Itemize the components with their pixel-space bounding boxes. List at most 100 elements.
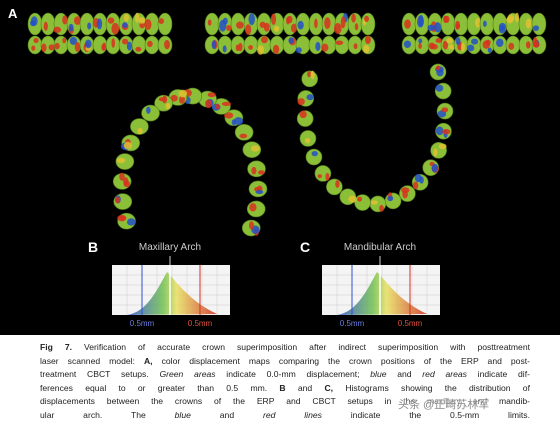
tooth-spot — [325, 172, 330, 181]
tooth-spot — [299, 110, 307, 119]
tooth-spot — [379, 205, 384, 212]
limit-label: 0.5mm — [340, 319, 365, 328]
tooth-crown — [334, 35, 350, 55]
tooth-crown — [414, 35, 430, 55]
tooth — [479, 35, 495, 55]
tooth — [256, 35, 272, 55]
tooth — [453, 35, 469, 55]
caption-text: Verification of accurate crown superimpo… — [72, 342, 530, 352]
tooth-spot — [48, 44, 55, 51]
tooth-spot — [436, 68, 444, 77]
tooth-crown — [40, 12, 56, 36]
tooth-crown — [204, 12, 220, 36]
tooth — [256, 12, 272, 36]
tooth-spot — [496, 38, 504, 48]
caption-text: B — [279, 382, 286, 393]
tooth — [297, 90, 315, 107]
tooth-spot — [506, 17, 514, 24]
tooth-spot — [119, 172, 125, 181]
tooth — [301, 70, 318, 88]
tooth-spot — [147, 40, 153, 48]
tooth — [120, 134, 141, 152]
tooth-spot — [233, 117, 244, 125]
tooth — [282, 35, 298, 55]
tooth-crown — [326, 178, 343, 196]
tooth — [113, 193, 133, 210]
tooth-spot — [475, 17, 481, 28]
watermark: 头条 @正畸苏林军 — [398, 399, 490, 411]
tooth-spot — [431, 163, 439, 173]
tooth — [360, 35, 376, 55]
tooth — [130, 118, 149, 135]
tooth-crown — [243, 35, 259, 55]
tooth-spot — [487, 47, 492, 53]
tooth — [354, 194, 371, 211]
tooth — [339, 188, 357, 206]
tooth-spot — [446, 37, 453, 44]
tooth — [360, 12, 376, 36]
tooth-spot — [315, 41, 321, 51]
tooth-spot — [363, 44, 370, 54]
tooth-crown — [141, 104, 160, 122]
tooth — [246, 200, 266, 218]
tooth — [115, 153, 135, 170]
tooth — [427, 12, 443, 36]
tooth-spot — [222, 45, 227, 53]
tooth-spot — [111, 38, 116, 48]
tooth-spot — [324, 17, 331, 30]
tooth-spot — [239, 133, 248, 139]
tooth — [414, 12, 430, 36]
tooth — [92, 35, 108, 55]
tooth-spot — [205, 99, 212, 109]
tooth — [241, 219, 261, 237]
histogram-area — [127, 272, 217, 315]
tooth-spot — [532, 25, 540, 31]
tooth-spot — [62, 15, 68, 25]
tooth — [401, 12, 417, 36]
tooth — [430, 142, 447, 159]
tooth-spot — [333, 22, 342, 35]
tooth — [131, 12, 147, 36]
tooth — [230, 35, 246, 55]
caption-text: Histograms showing the distribution of — [333, 382, 530, 393]
tooth — [427, 35, 443, 55]
tooth-spot — [533, 41, 540, 48]
caption-text: color displacement maps comparing the cr… — [152, 355, 530, 366]
tooth-spot — [134, 12, 140, 23]
tooth-spot — [165, 103, 171, 110]
tooth — [27, 35, 43, 55]
tooth — [118, 12, 134, 36]
tooth-spot — [207, 19, 212, 26]
tooth-spot — [137, 127, 143, 135]
tooth-spot — [307, 71, 312, 78]
tooth-crown — [79, 12, 95, 36]
tooth-spot — [236, 21, 244, 29]
tooth-spot — [404, 19, 411, 29]
tooth — [401, 35, 417, 55]
tooth-spot — [178, 89, 188, 98]
tooth-spot — [442, 40, 448, 50]
caption-text: indicate dif- — [466, 369, 530, 380]
caption-text: ular arch. The — [40, 409, 175, 420]
tooth — [296, 110, 314, 127]
tooth-spot — [460, 42, 466, 52]
tooth — [326, 178, 343, 196]
tooth — [492, 35, 508, 55]
tooth-spot — [123, 141, 132, 150]
caption-text: red areas — [422, 369, 467, 380]
tooth — [144, 12, 160, 36]
tooth-spot — [146, 106, 151, 114]
tooth-crown — [531, 12, 547, 36]
tooth-spot — [525, 41, 531, 49]
tooth — [234, 124, 254, 141]
tooth — [333, 12, 350, 36]
tooth-spot — [455, 20, 461, 30]
caption-line: displacements between the crowns of the … — [40, 395, 530, 409]
tooth-spot — [53, 26, 62, 33]
tooth — [347, 12, 363, 36]
tooth-spot — [170, 94, 178, 102]
tooth-spot — [124, 13, 129, 22]
tooth-spot — [515, 12, 519, 23]
caption-text: and — [285, 382, 325, 393]
